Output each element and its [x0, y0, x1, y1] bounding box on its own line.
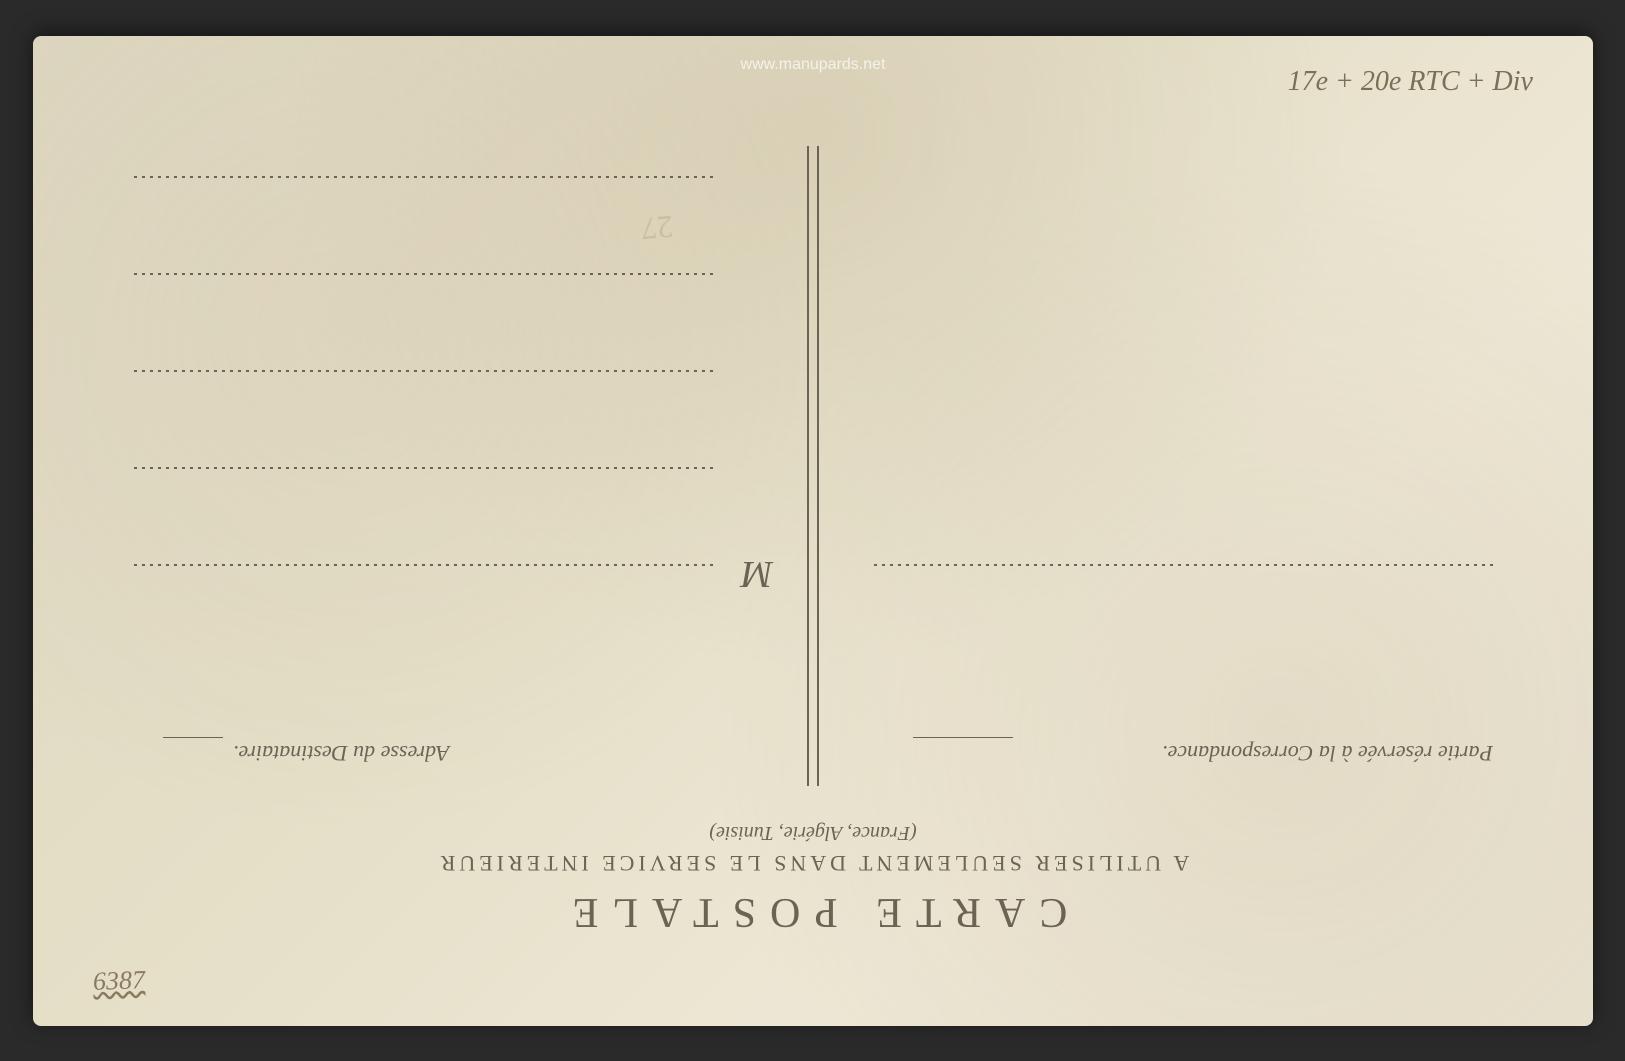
- handwriting-bottom-left: 6387: [92, 965, 145, 997]
- postcard-title: CARTE POSTALE: [113, 888, 1513, 936]
- divider-line-left: [817, 146, 819, 786]
- postcard-subtitle: A UTILISER SEULEMENT DANS LE SERVICE INT…: [113, 850, 1513, 876]
- address-line-3: [133, 370, 713, 372]
- center-divider: [807, 146, 819, 786]
- address-line-5: [133, 176, 713, 178]
- postcard-content: CARTE POSTALE A UTILISER SEULEMENT DANS …: [33, 36, 1593, 1026]
- address-line-1: [133, 564, 713, 566]
- address-underline: [163, 737, 223, 738]
- handwriting-top-right: 17e + 20e RTC + Div: [1287, 66, 1532, 98]
- postcard-back: CARTE POSTALE A UTILISER SEULEMENT DANS …: [33, 36, 1593, 1026]
- watermark-text: www.manupards.net: [740, 56, 885, 74]
- correspondence-dotted-line: [873, 564, 1493, 566]
- m-prefix: M: [741, 552, 773, 596]
- faint-handwriting: 27: [639, 207, 674, 247]
- address-label: Adresse du Destinataire.: [233, 740, 450, 766]
- address-line-2: [133, 467, 713, 469]
- address-line-4: [133, 273, 713, 275]
- postcard-sub-subtitle: (France, Algérie, Tunisie): [113, 821, 1513, 844]
- divider-line-right: [807, 146, 809, 786]
- address-lines-container: [133, 81, 713, 566]
- correspondence-label: Partie réservée à la Correspondance.: [1162, 740, 1493, 766]
- correspondence-underline: [913, 737, 1013, 738]
